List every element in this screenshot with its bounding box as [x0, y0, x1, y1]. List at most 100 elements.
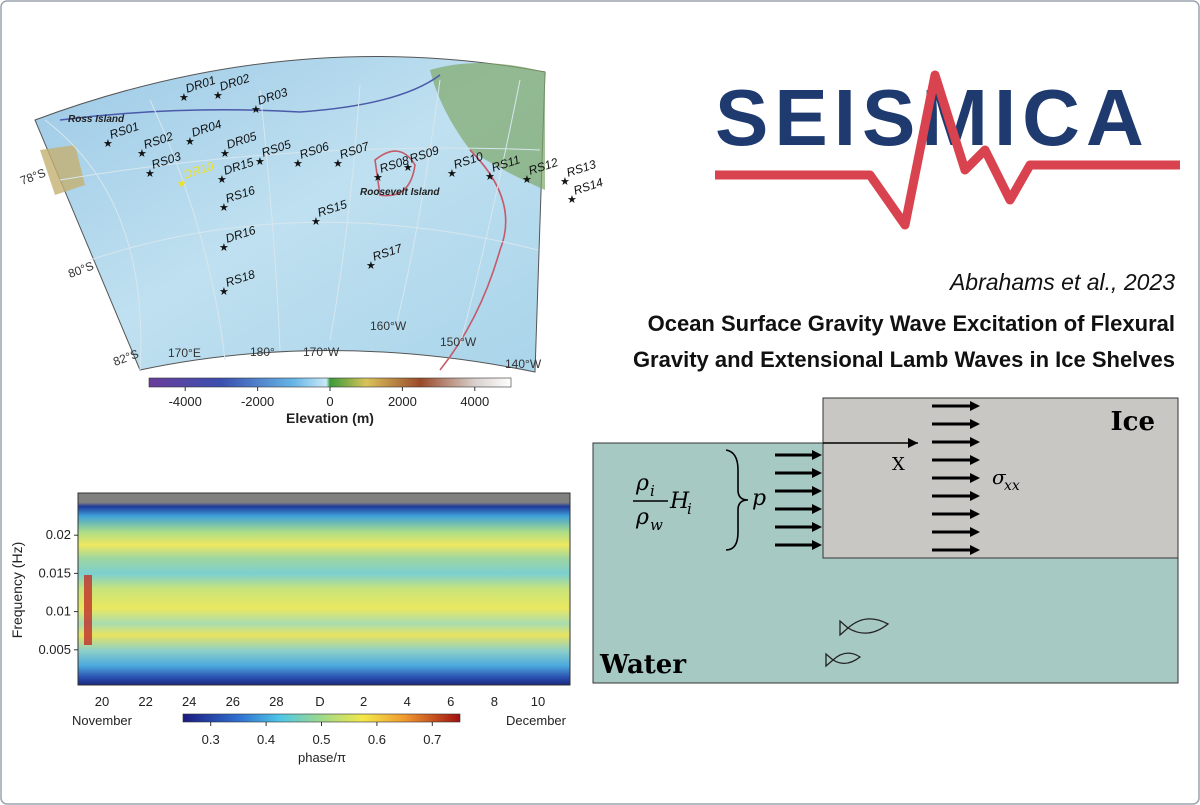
lon-label: 160°W — [370, 319, 407, 333]
stress-label: σ — [992, 465, 1007, 489]
rho-sub: w — [650, 516, 663, 534]
colorbar-tick-label: 0.6 — [368, 732, 386, 747]
title-line: Ocean Surface Gravity Wave Excitation of… — [648, 311, 1175, 336]
station-marker: ★ — [217, 174, 227, 186]
station-marker: ★ — [366, 260, 376, 272]
elevation-colorbar — [148, 377, 512, 388]
colorbar-tick-label: 0.4 — [257, 732, 275, 747]
station-marker: ★ — [213, 90, 223, 102]
title-line: Gravity and Extensional Lamb Waves in Ic… — [633, 347, 1175, 372]
colorbar-tick-label: 0.5 — [312, 732, 330, 747]
colorbar-tick-label: 0.7 — [423, 732, 441, 747]
arrowhead — [970, 401, 980, 411]
arrowhead — [970, 509, 980, 519]
spectrogram — [77, 492, 571, 686]
stress-sub: xx — [1004, 478, 1020, 494]
ice — [822, 397, 1179, 559]
station-marker: ★ — [103, 138, 113, 150]
y-tick-label: 0.02 — [46, 527, 71, 542]
station-marker: ★ — [522, 174, 532, 186]
x-tick-label: 28 — [269, 694, 283, 709]
thickness-sub: i — [687, 500, 692, 518]
station-marker: ★ — [185, 136, 195, 148]
x-tick-label: 24 — [182, 694, 196, 709]
station-marker: ★ — [560, 176, 570, 188]
colorbar-tick-label: 0.3 — [202, 732, 220, 747]
place-label: Ross Island — [68, 114, 125, 125]
place-label: Roosevelt Island — [360, 187, 440, 198]
lon-label: 140°W — [505, 357, 542, 371]
colorbar-tick-label: -4000 — [169, 394, 202, 409]
x-tick-label: 2 — [360, 694, 367, 709]
colorbar-tick-label: -2000 — [241, 394, 274, 409]
station-marker: ★ — [373, 172, 383, 184]
citation: Abrahams et al., 2023 — [948, 269, 1175, 295]
arrowhead — [970, 491, 980, 501]
colorbar-tick-label: 0 — [326, 394, 333, 409]
x-tick-label: 4 — [404, 694, 411, 709]
station-marker: ★ — [219, 286, 229, 298]
station-marker: ★ — [177, 178, 187, 190]
station-marker: ★ — [255, 156, 265, 168]
ice-label: Ice — [1110, 407, 1155, 437]
station-marker: ★ — [293, 158, 303, 170]
arrowhead — [970, 473, 980, 483]
colorbar-tick-label: 4000 — [460, 394, 489, 409]
colorbar-label: Elevation (m) — [286, 410, 374, 426]
station-marker: ★ — [219, 242, 229, 254]
colorbar-tick-label: 2000 — [388, 394, 417, 409]
ice-front — [59, 74, 441, 121]
rho: ρ — [635, 471, 649, 496]
logo-wave — [715, 70, 1180, 230]
x-tick-label: 6 — [447, 694, 454, 709]
y-axis-label: Frequency (Hz) — [9, 542, 25, 638]
brace — [725, 449, 749, 551]
arrowhead — [812, 522, 822, 532]
arrowhead — [812, 540, 822, 550]
graticule — [44, 79, 541, 371]
fish — [825, 618, 890, 668]
station-marker: ★ — [333, 158, 343, 170]
land — [430, 62, 545, 190]
x-label: X — [892, 454, 905, 475]
station-marker: ★ — [220, 148, 230, 160]
arrowhead — [970, 455, 980, 465]
colorbar-label: phase/π — [298, 750, 346, 765]
x-tick-label: 8 — [491, 694, 498, 709]
station-marker: ★ — [311, 216, 321, 228]
arrowhead — [970, 437, 980, 447]
station-marker: ★ — [403, 162, 413, 174]
month-label: December — [506, 713, 567, 728]
station-marker: ★ — [447, 168, 457, 180]
arrowhead — [970, 527, 980, 537]
lon-label: 180° — [250, 345, 275, 359]
x-tick-label: 20 — [95, 694, 109, 709]
arrowhead — [908, 438, 918, 448]
land — [40, 145, 85, 195]
water-label: Water — [599, 650, 686, 680]
station-marker: ★ — [251, 104, 261, 116]
spectrogram-feature — [84, 575, 92, 645]
lon-label: 170°W — [303, 345, 340, 359]
force-arrows — [775, 401, 980, 555]
pressure-label: p — [752, 486, 766, 511]
y-tick-label: 0.015 — [38, 565, 71, 580]
thickness: H — [669, 489, 690, 514]
month-label: November — [72, 713, 133, 728]
arrowhead — [970, 419, 980, 429]
station-marker: ★ — [567, 194, 577, 206]
arrowhead — [970, 545, 980, 555]
phase-colorbar — [182, 713, 461, 723]
arrowhead — [812, 504, 822, 514]
lon-label: 150°W — [440, 335, 477, 349]
station-marker: ★ — [219, 202, 229, 214]
y-tick-label: 0.01 — [46, 604, 71, 619]
lon-label: 170°E — [168, 346, 201, 360]
station-marker: ★ — [137, 148, 147, 160]
x-tick-label: 22 — [138, 694, 152, 709]
y-tick-label: 0.005 — [38, 642, 71, 657]
arrowhead — [812, 468, 822, 478]
